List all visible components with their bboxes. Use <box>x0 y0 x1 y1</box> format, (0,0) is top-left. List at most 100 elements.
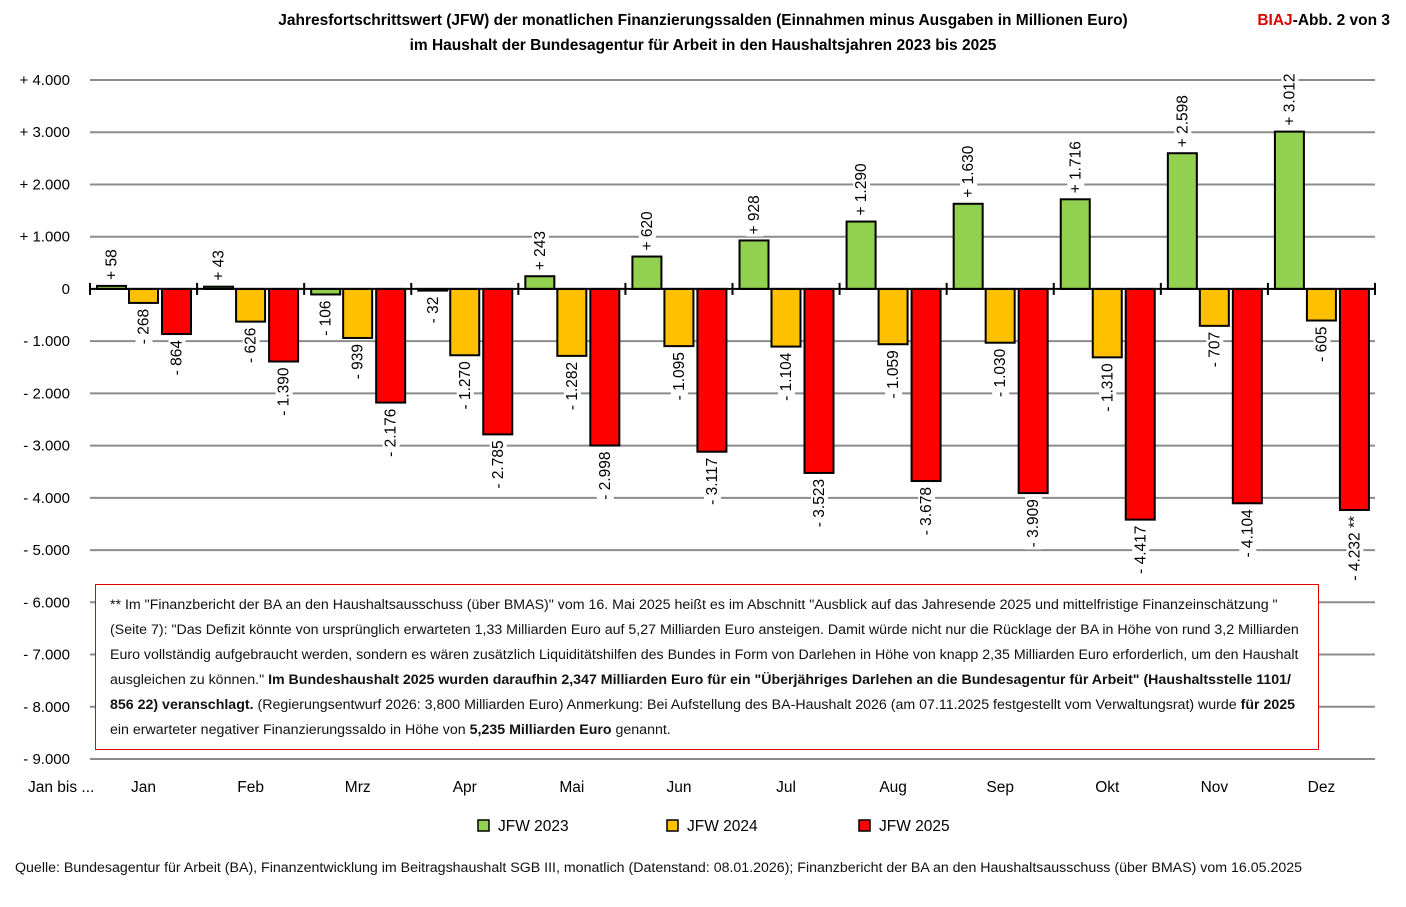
svg-text:- 1.282: - 1.282 <box>564 362 581 410</box>
legend-swatch <box>477 819 490 832</box>
x-axis-label: Jan bis ... <box>28 779 94 796</box>
data-label: - 1.059 <box>885 348 903 401</box>
svg-text:+ 3.012: + 3.012 <box>1281 73 1298 125</box>
svg-text:- 3.117: - 3.117 <box>704 458 721 505</box>
x-tick-label: Mai <box>559 779 584 796</box>
legend-label: JFW 2024 <box>687 818 758 835</box>
data-label: - 939 <box>349 341 367 382</box>
data-label: + 620 <box>638 208 656 253</box>
x-tick-label: Jul <box>776 779 796 796</box>
source-note: Quelle: Bundesagentur für Arbeit (BA), F… <box>15 860 1303 876</box>
y-tick-label: - 5.000 <box>23 542 70 559</box>
svg-text:+ 1.290: + 1.290 <box>853 163 870 216</box>
svg-text:- 1.104: - 1.104 <box>778 352 795 401</box>
x-tick-label: Apr <box>453 779 477 796</box>
y-tick-label: - 3.000 <box>23 438 70 455</box>
y-tick-label: - 7.000 <box>23 647 70 664</box>
y-tick-label: - 4.000 <box>23 490 70 507</box>
data-label: + 928 <box>746 193 763 237</box>
bar-jfw-2023 <box>1273 130 1305 290</box>
bar-jfw-2024 <box>128 287 159 304</box>
svg-text:+ 2.598: + 2.598 <box>1174 95 1191 147</box>
data-label: - 1.104 <box>778 350 795 403</box>
note-segment: genannt. <box>611 722 671 738</box>
bar-jfw-2024 <box>1305 287 1337 322</box>
data-label: - 864 <box>168 337 186 378</box>
bar-jfw-2023 <box>631 255 663 290</box>
data-label: - 4.104 <box>1239 506 1257 560</box>
bar-jfw-2024 <box>877 287 909 346</box>
svg-text:- 1.270: - 1.270 <box>457 361 474 410</box>
y-tick-label: + 1.000 <box>20 229 70 246</box>
bar-jfw-2024 <box>984 287 1016 344</box>
data-label: - 1.270 <box>456 358 474 412</box>
data-label: + 2.598 <box>1174 93 1192 150</box>
bar-jfw-2023 <box>524 275 556 290</box>
bar-jfw-2024 <box>556 287 588 357</box>
data-label: - 707 <box>1206 329 1224 370</box>
svg-text:+ 58: + 58 <box>104 249 121 280</box>
legend-item: JFW 2024 <box>666 818 758 835</box>
svg-text:- 32: - 32 <box>425 297 442 324</box>
data-label: + 1.716 <box>1067 139 1085 196</box>
bar-jfw-2023 <box>1166 152 1198 290</box>
svg-text:- 707: - 707 <box>1206 332 1223 367</box>
bar-jfw-2025 <box>1231 287 1263 505</box>
svg-text:- 1.095: - 1.095 <box>671 352 688 400</box>
svg-text:- 3.523: - 3.523 <box>811 479 828 527</box>
note-segment: Im Bundeshaushalt 2025 wurden daraufhin … <box>110 672 1291 713</box>
data-label: - 268 <box>135 306 153 347</box>
note-segment: ** Im "Finanzbericht der BA an den Haush… <box>110 597 1299 688</box>
data-label: - 106 <box>317 298 335 338</box>
data-label: - 3.909 <box>1025 497 1043 550</box>
legend-swatch <box>858 819 871 832</box>
data-label: + 243 <box>531 228 549 273</box>
svg-text:+ 1.716: + 1.716 <box>1067 141 1084 193</box>
brand-label: BIAJ <box>1257 12 1293 29</box>
y-tick-label: - 1.000 <box>23 333 70 350</box>
x-tick-label: Okt <box>1095 779 1120 796</box>
bar-jfw-2023 <box>738 239 770 290</box>
svg-text:- 4.104: - 4.104 <box>1239 509 1256 558</box>
y-tick-label: + 4.000 <box>20 72 70 89</box>
y-tick-label: 0 <box>62 281 70 298</box>
svg-text:- 2.998: - 2.998 <box>597 452 614 500</box>
data-label: - 32 <box>424 294 442 326</box>
x-tick-label: Feb <box>237 779 264 796</box>
bar-jfw-2024 <box>1091 287 1123 359</box>
bar-jfw-2024 <box>770 287 802 348</box>
bar-jfw-2025 <box>589 287 621 447</box>
svg-text:- 1.310: - 1.310 <box>1099 363 1116 412</box>
y-tick-label: - 8.000 <box>23 699 70 716</box>
svg-text:- 3.678: - 3.678 <box>918 487 935 535</box>
svg-text:+ 620: + 620 <box>639 211 656 251</box>
legend-item: JFW 2025 <box>858 818 950 835</box>
x-tick-label: Nov <box>1201 779 1229 796</box>
x-tick-label: Jan <box>131 779 156 796</box>
legend-label: JFW 2025 <box>879 818 950 835</box>
data-label: - 2.785 <box>489 438 507 491</box>
annotation-note-box: ** Im "Finanzbericht der BA an den Haush… <box>95 584 1319 750</box>
x-tick-label: Mrz <box>345 779 371 796</box>
bar-jfw-2025 <box>803 287 835 474</box>
figure-tag: BIAJ-Abb. 2 von 3 <box>1257 12 1390 30</box>
svg-text:- 864: - 864 <box>169 340 186 376</box>
data-label: - 4.417 <box>1132 523 1150 576</box>
svg-text:+ 43: + 43 <box>211 250 228 281</box>
data-label: + 1.630 <box>960 143 978 200</box>
bar-jfw-2024 <box>342 287 374 339</box>
data-label: + 43 <box>210 248 228 283</box>
legend-item: JFW 2023 <box>477 818 569 835</box>
data-label: - 3.523 <box>811 476 828 530</box>
bar-jfw-2025 <box>696 287 728 453</box>
svg-text:- 3.909: - 3.909 <box>1025 499 1042 547</box>
data-label: - 1.030 <box>992 346 1010 399</box>
svg-text:- 2.785: - 2.785 <box>490 440 507 488</box>
y-tick-label: + 3.000 <box>20 124 70 141</box>
svg-text:- 268: - 268 <box>136 309 153 344</box>
data-label: - 1.390 <box>275 365 293 418</box>
data-label: - 626 <box>242 325 260 365</box>
svg-text:- 605: - 605 <box>1313 327 1330 362</box>
bar-jfw-2025 <box>1124 287 1156 521</box>
